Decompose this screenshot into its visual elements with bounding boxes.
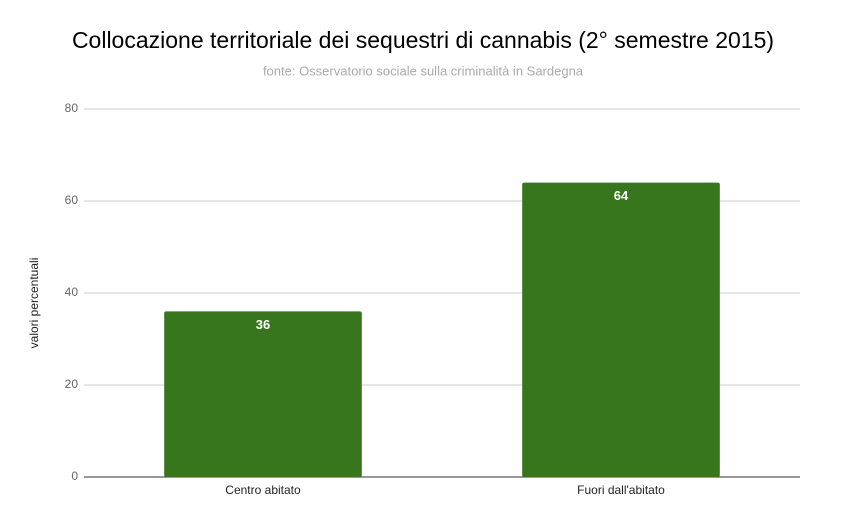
chart-title: Collocazione territoriale dei sequestri … — [72, 27, 774, 53]
chart-subtitle: fonte: Osservatorio sociale sulla crimin… — [263, 63, 584, 78]
data-label: 36 — [256, 317, 270, 332]
y-tick-label: 80 — [65, 101, 79, 115]
y-axis-label: valori percentuali — [27, 258, 41, 349]
data-label: 64 — [614, 188, 629, 203]
y-tick-label: 40 — [65, 285, 79, 299]
y-tick-label: 60 — [65, 193, 79, 207]
bar — [164, 311, 362, 477]
x-tick-label: Centro abitato — [225, 483, 301, 497]
y-tick-label: 20 — [65, 377, 79, 391]
bar — [522, 182, 720, 477]
y-tick-label: 0 — [71, 469, 78, 483]
x-tick-label: Fuori dall'abitato — [577, 483, 665, 497]
